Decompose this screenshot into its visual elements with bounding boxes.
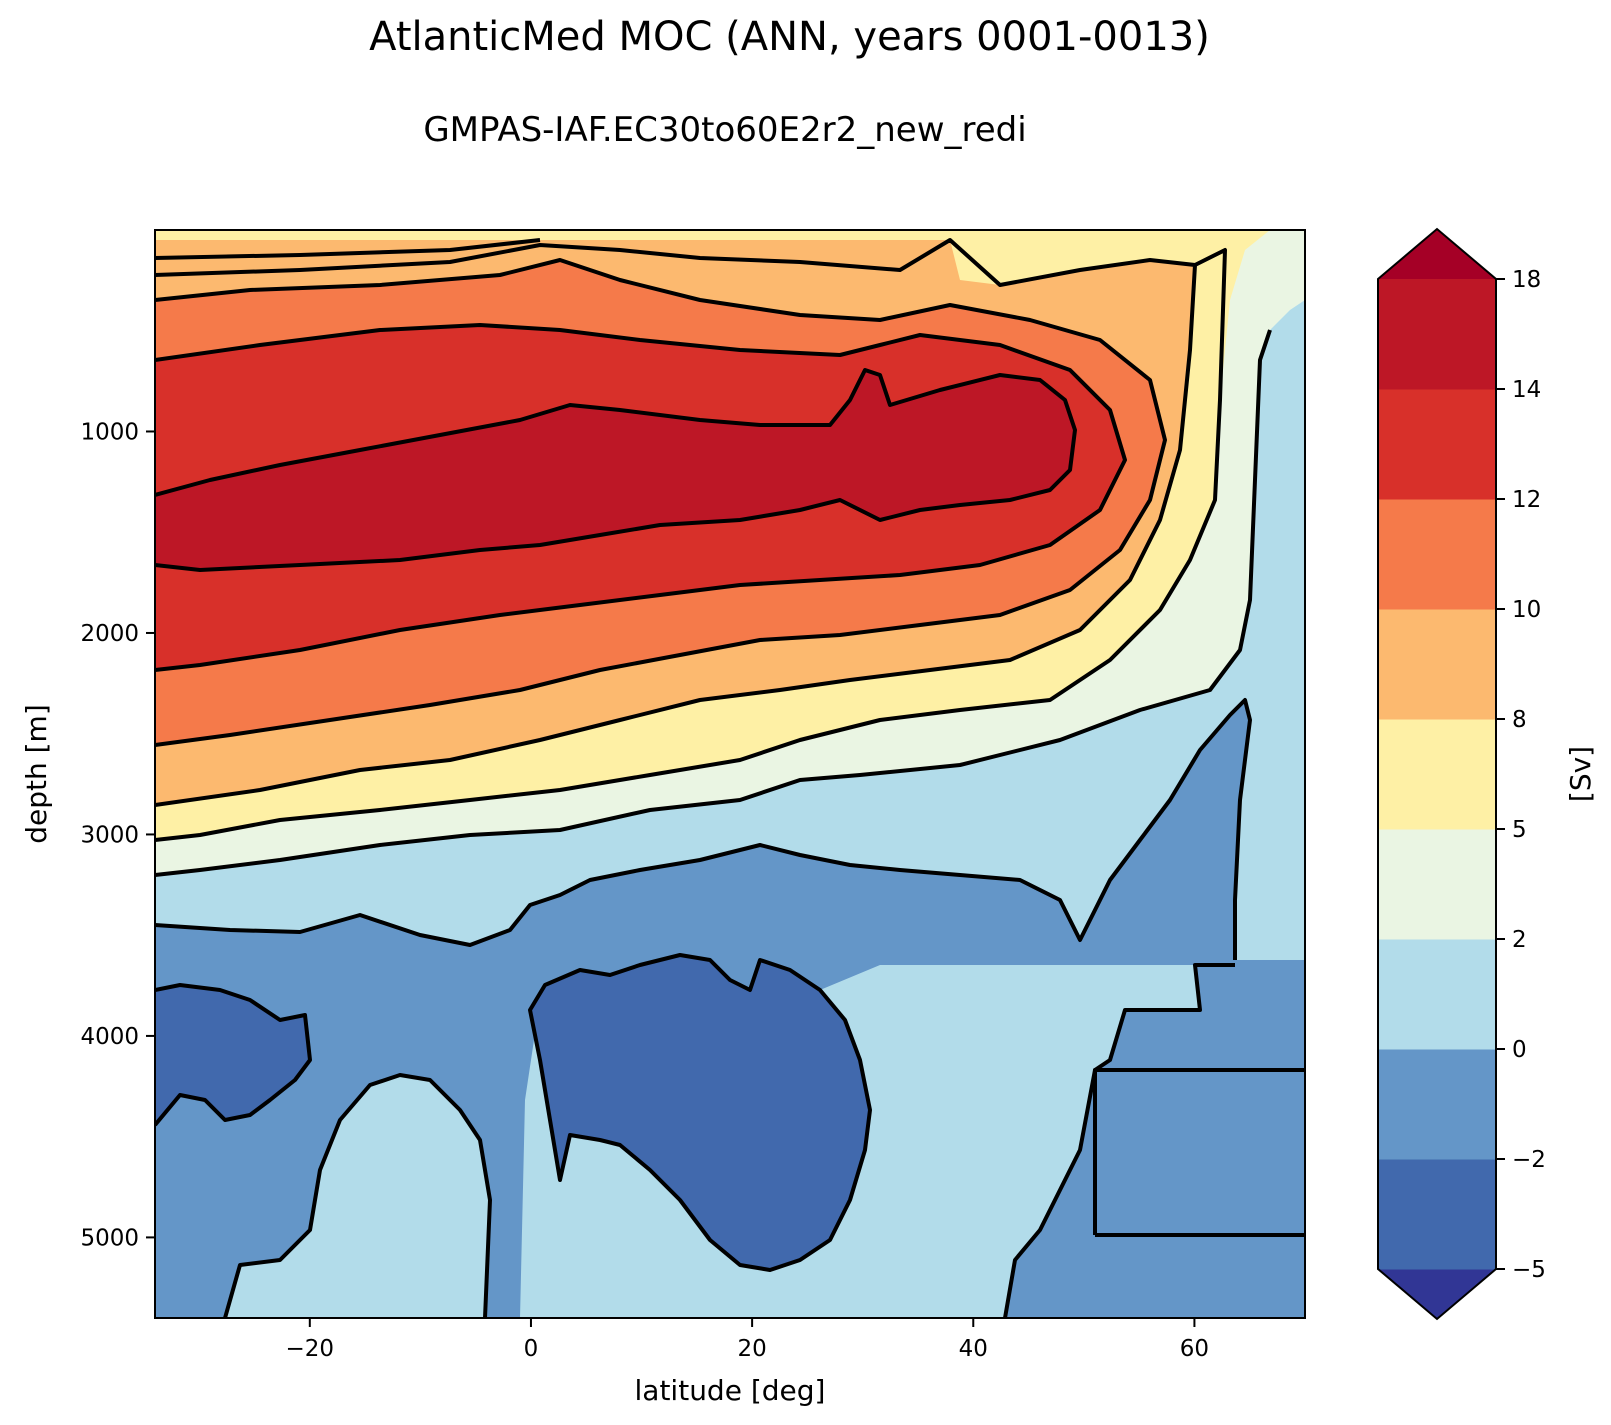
colorbar-segment bbox=[1378, 719, 1496, 830]
colorbar-segment bbox=[1378, 1049, 1496, 1160]
contour-line bbox=[155, 983, 312, 1127]
x-tick-label: 40 bbox=[959, 1336, 988, 1362]
colorbar-segment bbox=[1378, 279, 1496, 390]
colorbar-segment bbox=[1378, 939, 1496, 1050]
colorbar-tick-label: 0 bbox=[1512, 1037, 1527, 1063]
band-neg2-0 bbox=[155, 700, 1305, 1318]
contour-line bbox=[155, 368, 1077, 572]
x-tick-label: 60 bbox=[1180, 1336, 1209, 1362]
colorbar-tick-label: −2 bbox=[1512, 1147, 1546, 1173]
colorbar-tick-label: −5 bbox=[1512, 1257, 1546, 1283]
colorbar-tick-label: 18 bbox=[1512, 267, 1541, 293]
y-axis-label: depth [m] bbox=[20, 704, 53, 844]
contour-line bbox=[155, 323, 1127, 672]
x-tick-label: 20 bbox=[737, 1336, 766, 1362]
contour-field bbox=[155, 230, 1305, 1318]
y-tick-label: 2000 bbox=[80, 621, 139, 647]
colorbar-tick-label: 12 bbox=[1512, 487, 1541, 513]
colorbar-segment bbox=[1378, 499, 1496, 610]
colorbar-segment bbox=[1378, 609, 1496, 720]
band-neg5-neg2-center bbox=[530, 955, 870, 1270]
y-tick-label: 5000 bbox=[80, 1225, 139, 1251]
colorbar-tick-label: 14 bbox=[1512, 377, 1541, 403]
contour-line bbox=[223, 1073, 492, 1318]
band-14-18 bbox=[155, 370, 1075, 570]
contour-line bbox=[155, 238, 1197, 807]
band-neg5-neg2-left bbox=[155, 985, 310, 1125]
colorbar-tick-label: 5 bbox=[1512, 817, 1527, 843]
y-tick-label: 3000 bbox=[80, 822, 139, 848]
x-axis: −20 0 20 40 60 bbox=[286, 1318, 1209, 1362]
colorbar-extend-low bbox=[1378, 1269, 1496, 1319]
colorbar-segment bbox=[1378, 1159, 1496, 1270]
contour-line bbox=[155, 238, 1227, 842]
colorbar-segment bbox=[1378, 389, 1496, 500]
colorbar-tick-label: 8 bbox=[1512, 707, 1527, 733]
plot-frame bbox=[154, 229, 1306, 1319]
colorbar-label: [Sv] bbox=[1564, 746, 1597, 802]
contour-line bbox=[1003, 963, 1235, 1318]
chart-subtitle: GMPAS-IAF.EC30to60E2r2_new_redi bbox=[423, 110, 1027, 150]
band-neg2-0-step bbox=[1095, 1070, 1305, 1235]
y-tick-label: 1000 bbox=[80, 419, 139, 445]
colorbar-tick-label: 10 bbox=[1512, 597, 1541, 623]
colorbar-segment bbox=[1378, 829, 1496, 940]
y-tick-label: 4000 bbox=[80, 1024, 139, 1050]
chart-title: AtlanticMed MOC (ANN, years 0001-0013) bbox=[369, 14, 1210, 60]
colorbar-tick-label: 2 bbox=[1512, 927, 1527, 953]
x-tick-label: −20 bbox=[286, 1336, 335, 1362]
contour-line bbox=[155, 258, 1167, 747]
colorbar-extend-high bbox=[1378, 229, 1496, 279]
y-axis: 1000 2000 3000 4000 5000 bbox=[80, 419, 155, 1251]
x-tick-label: 0 bbox=[524, 1336, 539, 1362]
contour-line bbox=[155, 698, 1252, 960]
contour-line bbox=[528, 953, 872, 1272]
colorbar: −5 −2 0 2 5 8 10 12 14 18 bbox=[1377, 227, 1546, 1321]
contour-lines bbox=[155, 238, 1305, 1318]
contour-line bbox=[155, 329, 1272, 877]
x-axis-label: latitude [deg] bbox=[635, 1374, 826, 1407]
